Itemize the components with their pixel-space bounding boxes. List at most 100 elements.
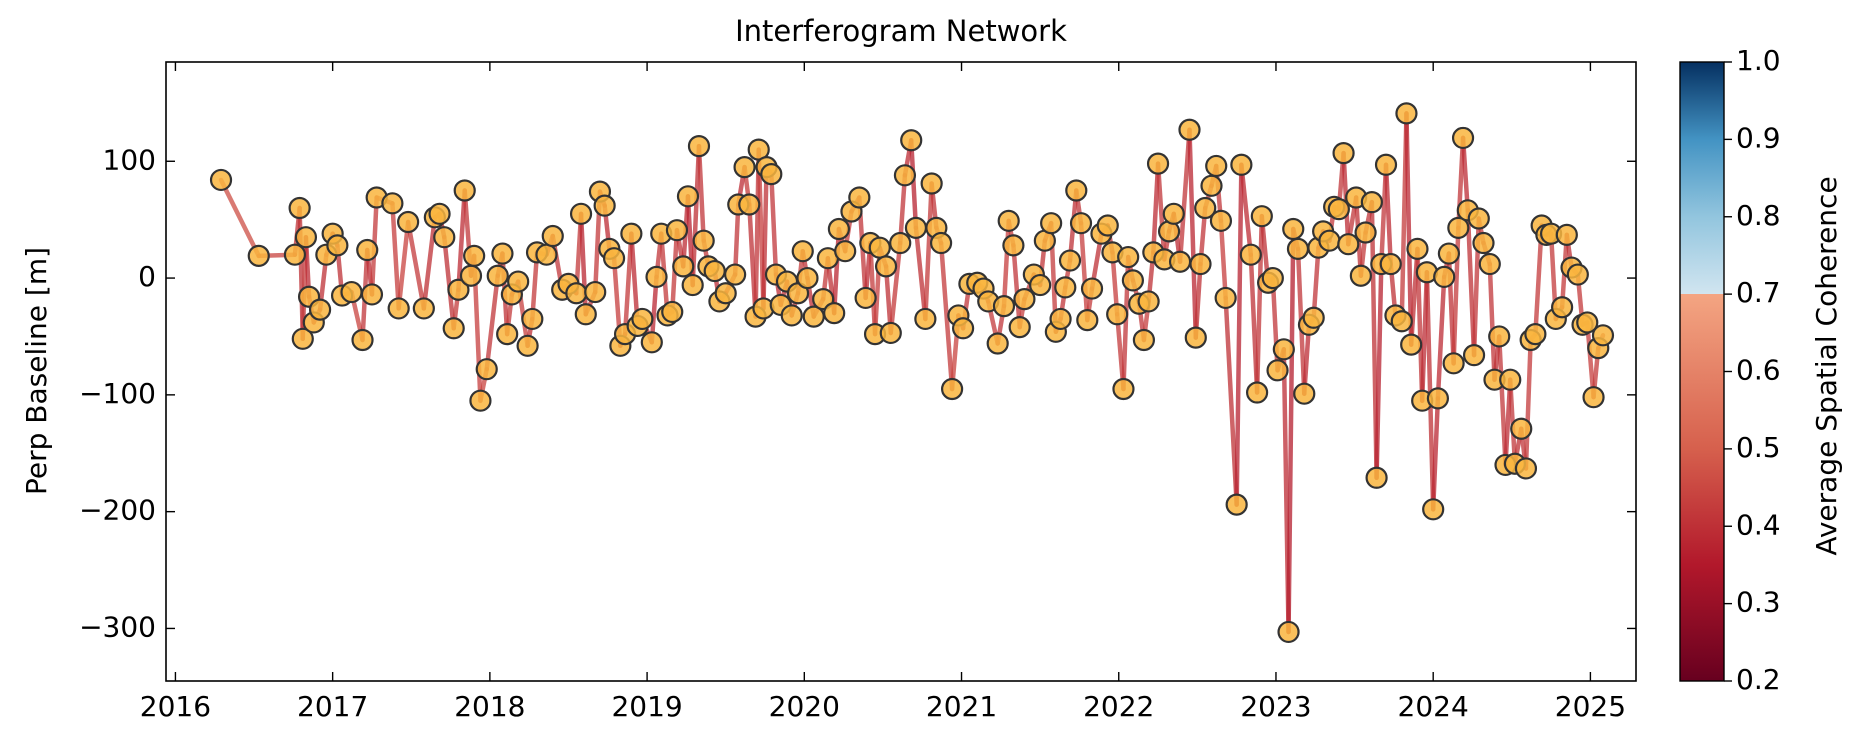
acquisition-point (1029, 273, 1052, 297)
acquisition-point (1184, 326, 1207, 349)
acquisition-point (1189, 252, 1212, 276)
acquisition-point (569, 202, 593, 225)
acquisition-point (459, 264, 483, 287)
interferogram-edge (1078, 220, 1090, 323)
acquisition-point (692, 229, 715, 252)
interferogram-edge (421, 215, 438, 311)
acquisition-point (1069, 212, 1093, 235)
acquisition-point (1442, 352, 1465, 375)
colorbar-tick-label: 0.7 (1736, 276, 1781, 309)
colorbar-tick-label: 0.9 (1736, 121, 1781, 154)
acquisition-point (1551, 296, 1574, 319)
acquisition-point (1106, 303, 1129, 326)
acquisition-point (565, 282, 588, 305)
x-tick-label: 2024 (1398, 690, 1469, 723)
acquisition-point (1137, 290, 1160, 313)
acquisition-point (1566, 263, 1589, 286)
interferogram-edge (908, 138, 919, 231)
interferogram-edge (1286, 226, 1296, 635)
interferogram-edge (218, 177, 262, 259)
acquisition-point (1379, 252, 1402, 276)
acquisition-point (620, 222, 643, 245)
chart-title: Interferogram Network (735, 14, 1067, 48)
acquisition-point (1013, 287, 1036, 311)
acquisition-point (920, 172, 943, 195)
acquisition-point (900, 129, 923, 152)
acquisition-point (738, 193, 761, 216)
acquisition-point (676, 185, 700, 208)
interferogram-edge (897, 173, 908, 246)
acquisition-point (827, 217, 850, 241)
acquisition-point (1277, 620, 1300, 644)
acquisition-point (1162, 202, 1185, 225)
acquisition-point (387, 297, 410, 320)
interferogram-edge (1193, 261, 1203, 340)
acquisition-point (1065, 179, 1088, 202)
acquisition-point (1121, 269, 1144, 292)
acquisition-point (1002, 234, 1025, 257)
acquisition-point (848, 186, 871, 209)
interferogram-edge (1234, 162, 1244, 507)
acquisition-point (1582, 386, 1605, 409)
acquisition-point (1467, 207, 1490, 230)
acquisition-point (791, 240, 814, 263)
acquisition-point (997, 209, 1020, 232)
acquisition-point (714, 282, 737, 305)
acquisition-point (1447, 216, 1470, 239)
acquisition-point (1178, 118, 1201, 141)
acquisition-point (1524, 323, 1547, 346)
acquisition-point (428, 202, 451, 225)
acquisition-point (1365, 466, 1388, 489)
acquisition-point (1327, 198, 1350, 221)
acquisition-point (661, 300, 684, 324)
acquisition-point (294, 226, 318, 249)
acquisition-point (1390, 310, 1413, 333)
acquisition-point (631, 307, 654, 331)
acquisition-point (952, 317, 975, 340)
acquisition-point (1293, 382, 1316, 405)
interferogram-edge (888, 240, 903, 336)
acquisition-point (1272, 338, 1295, 361)
x-tick-label: 2022 (1083, 690, 1154, 723)
acquisition-point (992, 294, 1016, 318)
interferogram-edge (732, 202, 741, 277)
acquisition-point (1096, 214, 1119, 237)
acquisition-point (640, 331, 663, 354)
interferogram-edge (396, 219, 411, 311)
acquisition-point (574, 303, 597, 326)
x-tick-label: 2018 (454, 690, 525, 723)
acquisition-point (1478, 252, 1501, 276)
acquisition-point (412, 297, 435, 320)
acquisition-point (1049, 307, 1072, 331)
acquisition-point (1337, 233, 1360, 256)
acquisition-point (283, 243, 307, 266)
x-tick-label: 2016 (140, 690, 211, 723)
interferogram-edge (1507, 377, 1518, 467)
acquisition-point (874, 255, 898, 278)
acquisition-point (1576, 311, 1599, 334)
y-tick-label: 100 (103, 143, 156, 176)
acquisition-point (1282, 217, 1305, 241)
acquisition-point (360, 283, 384, 306)
acquisition-point (486, 264, 509, 287)
interferogram-edge (1430, 396, 1441, 512)
x-tick-label: 2025 (1555, 690, 1626, 723)
x-tick-label: 2021 (926, 690, 997, 723)
acquisition-point (904, 216, 928, 239)
interferogram-edge (769, 171, 779, 277)
colorbar-tick-label: 0.6 (1736, 354, 1781, 387)
acquisition-point (326, 234, 349, 257)
acquisition-point (645, 265, 668, 288)
acquisition-point (1472, 231, 1495, 255)
acquisition-point (665, 219, 689, 242)
interferogram-edge (1435, 274, 1447, 401)
y-axis-label: Perp Baseline [m] (20, 247, 53, 495)
acquisition-point (681, 273, 704, 297)
interferogram-edge (1155, 161, 1167, 262)
acquisition-point (397, 210, 420, 234)
y-tick-label: −300 (79, 610, 156, 643)
interferogram-edge (696, 143, 706, 243)
acquisition-point (1132, 328, 1156, 352)
interferogram-edge (938, 240, 955, 392)
